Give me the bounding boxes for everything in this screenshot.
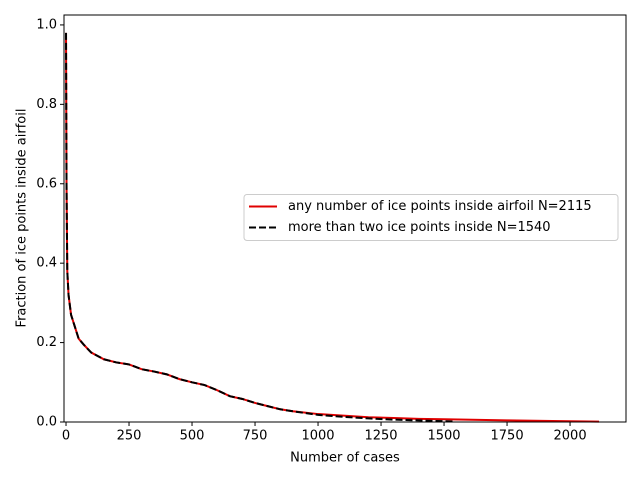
data-line	[65, 32, 455, 423]
y-tick-label: 0.6	[36, 176, 57, 191]
x-tick-label: 1250	[364, 429, 397, 444]
y-axis-label: Fraction of ice points inside airfoil	[15, 109, 30, 328]
x-tick-label: 2000	[554, 429, 587, 444]
y-tick-label: 0.4	[36, 256, 57, 271]
x-tick-label: 1500	[427, 429, 460, 444]
x-tick-label: 250	[117, 429, 142, 444]
x-tick-label: 0	[62, 429, 70, 444]
y-tick-label: 0.2	[36, 335, 57, 350]
legend-label: more than two ice points inside N=1540	[288, 220, 551, 235]
y-tick-label: 0.8	[36, 97, 57, 112]
plot-frame	[63, 14, 627, 423]
legend-label: any number of ice points inside airfoil …	[288, 199, 592, 214]
x-tick-label: 500	[180, 429, 205, 444]
x-tick-label: 1750	[491, 429, 524, 444]
y-tick-label: 1.0	[36, 17, 57, 32]
y-tick-label: 0.0	[36, 415, 57, 430]
x-axis-label: Number of cases	[290, 451, 400, 466]
legend-box	[243, 194, 619, 241]
data-line	[65, 32, 600, 423]
x-tick-label: 750	[243, 429, 268, 444]
x-tick-label: 1000	[301, 429, 334, 444]
